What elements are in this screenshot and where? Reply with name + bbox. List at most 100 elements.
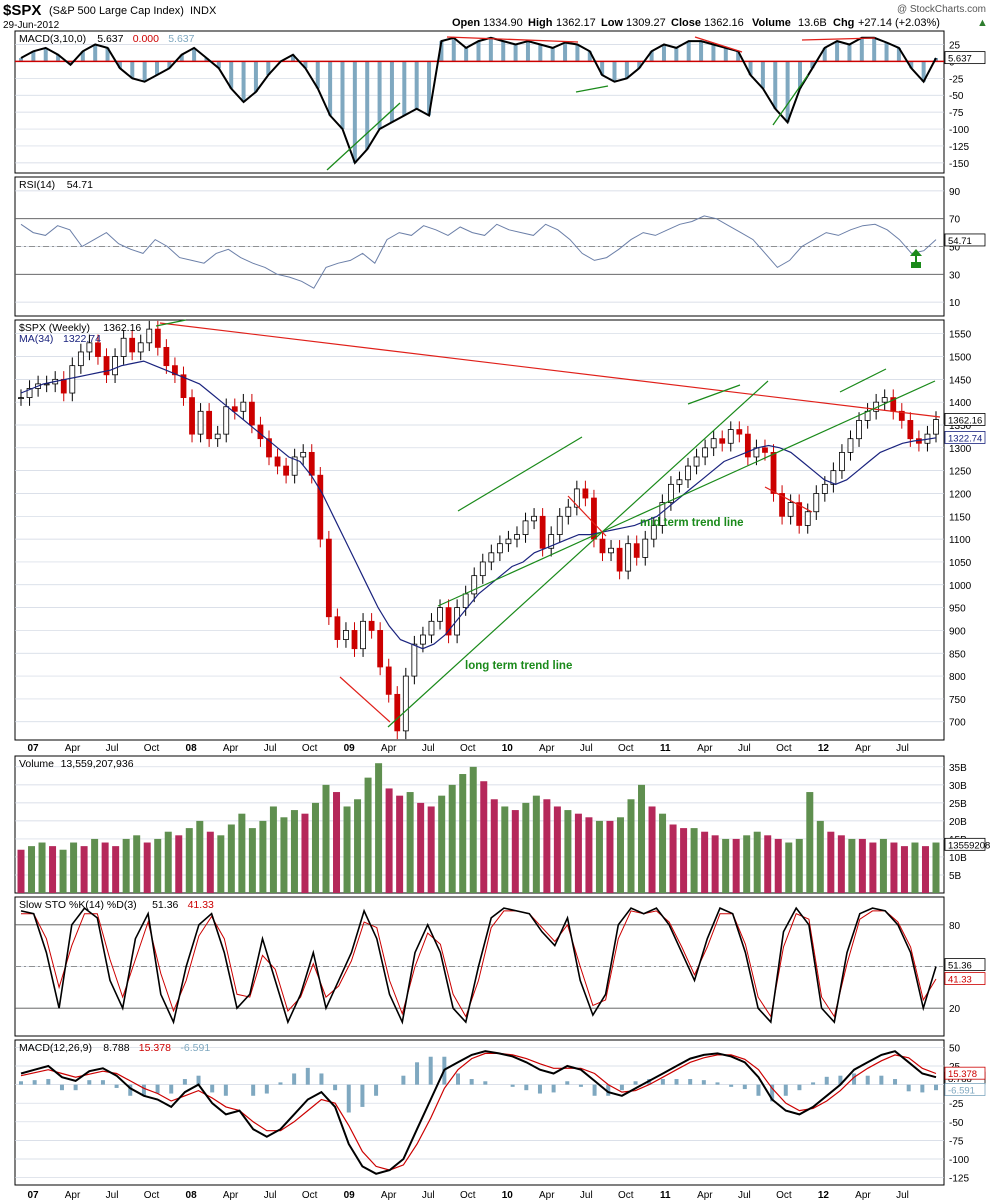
y-tick-label: 1200 [949, 489, 972, 500]
volume-bar [722, 838, 730, 893]
close-label: Close [671, 17, 701, 29]
price-candle [368, 620, 375, 631]
mid-term-label: mid term trend line [640, 517, 744, 529]
time-axis-label: 10 [502, 743, 514, 754]
price-candle [317, 474, 324, 540]
up-arrow-icon [910, 249, 922, 268]
y-tick-label: 800 [949, 672, 966, 683]
volume-bar [417, 802, 425, 893]
volume-bar [606, 820, 614, 893]
y-tick-label: 700 [949, 718, 966, 729]
price-candle [189, 397, 195, 435]
time-axis-label: 11 [660, 743, 671, 754]
volume-bar [669, 824, 677, 893]
volume-bar [38, 842, 46, 893]
price-candle [60, 378, 67, 394]
time-axis-label: 09 [344, 743, 356, 754]
time-axis-label: Oct [460, 743, 476, 754]
open-value: 1334.90 [483, 17, 523, 29]
time-axis-label: Apr [223, 743, 239, 754]
price-candle [283, 465, 289, 476]
y-tick-label: 10B [949, 853, 967, 864]
time-axis-label: Jul [738, 743, 751, 754]
time-axis-label: Apr [539, 743, 555, 754]
last-value-box [944, 837, 986, 851]
price-candle [633, 543, 640, 558]
long-term-trend-line [387, 380, 769, 728]
y-tick-label: 70 [949, 215, 961, 226]
y-tick-label: 30B [949, 781, 967, 792]
legend-entry: -6.591 [180, 1042, 210, 1054]
time-axis-label-bottom: Jul [264, 1190, 277, 1201]
legend-entry: $SPX (Weekly) [19, 322, 90, 334]
volume-bar [543, 799, 551, 893]
time-axis-label: Jul [422, 743, 435, 754]
volume-bar [511, 810, 519, 893]
time-axis-label-bottom: Jul [106, 1190, 119, 1201]
price-candle [505, 538, 512, 545]
price-candle [462, 593, 469, 609]
price-candle [343, 630, 349, 640]
y-tick-label: 1000 [949, 581, 972, 592]
price-candle [325, 538, 332, 618]
legend-entry: 51.36 [152, 899, 178, 911]
y-tick-label: -150 [949, 159, 969, 170]
volume-bar [469, 766, 477, 893]
price-candle [813, 493, 820, 513]
price-candle [787, 502, 794, 517]
time-axis-label-bottom: Apr [539, 1190, 555, 1201]
volume-bar [343, 806, 351, 893]
price-candle [573, 488, 580, 508]
price-candle [411, 643, 418, 677]
y-tick-label: 1350 [949, 421, 972, 432]
volume-bar [785, 842, 793, 893]
volume-bar [238, 813, 246, 893]
legend-entry: 5.637 [97, 33, 123, 45]
volume-bar [70, 842, 78, 893]
price-candle [137, 342, 144, 353]
legend-entry: 1362.16 [103, 322, 141, 334]
y-tick-label: 1450 [949, 375, 972, 386]
price-candle [351, 630, 358, 650]
y-tick-label: -100 [949, 1155, 969, 1166]
time-axis-label-bottom: Apr [381, 1190, 397, 1201]
y-tick-label: 1150 [949, 512, 971, 523]
volume-bar [206, 831, 214, 893]
price-candle [650, 525, 657, 540]
y-tick-label: 80 [949, 921, 961, 932]
macd-line [20, 36, 937, 165]
price-candle [163, 346, 170, 367]
last-value-box [944, 972, 986, 985]
volume-bar [869, 842, 877, 893]
volume-bar [217, 835, 225, 893]
volume-bar [480, 781, 488, 893]
y-tick-label: 50 [949, 1043, 961, 1054]
channel-line [839, 368, 887, 393]
volume-bar [732, 838, 740, 893]
y-tick-label: 25 [949, 41, 961, 52]
channel-line [687, 384, 741, 405]
price-candle [907, 420, 914, 440]
volume-bar [164, 831, 172, 893]
volume-bar [375, 763, 383, 893]
legend-entry: 54.71 [67, 179, 93, 191]
price-candle [385, 666, 392, 695]
time-axis-label-bottom: 10 [502, 1190, 514, 1201]
divergence-arrow-red [801, 37, 876, 41]
price-candle [582, 488, 589, 499]
volume-bar [743, 835, 751, 893]
time-axis-label: Oct [618, 743, 634, 754]
volume-bar [133, 835, 141, 893]
volume-label: Volume [752, 17, 791, 29]
last-value-label: 54.71 [948, 236, 972, 247]
price-candle [180, 374, 187, 399]
volume-bar [154, 838, 162, 893]
close-value: 1362.16 [704, 17, 744, 29]
volume-bar [80, 846, 88, 893]
channel-line [457, 436, 583, 512]
divergence-arrow-green [326, 102, 401, 171]
legend-entry: 15.378 [139, 1042, 171, 1054]
price-candle [881, 397, 888, 403]
time-axis-label: Oct [144, 743, 160, 754]
volume-bar [890, 842, 898, 893]
